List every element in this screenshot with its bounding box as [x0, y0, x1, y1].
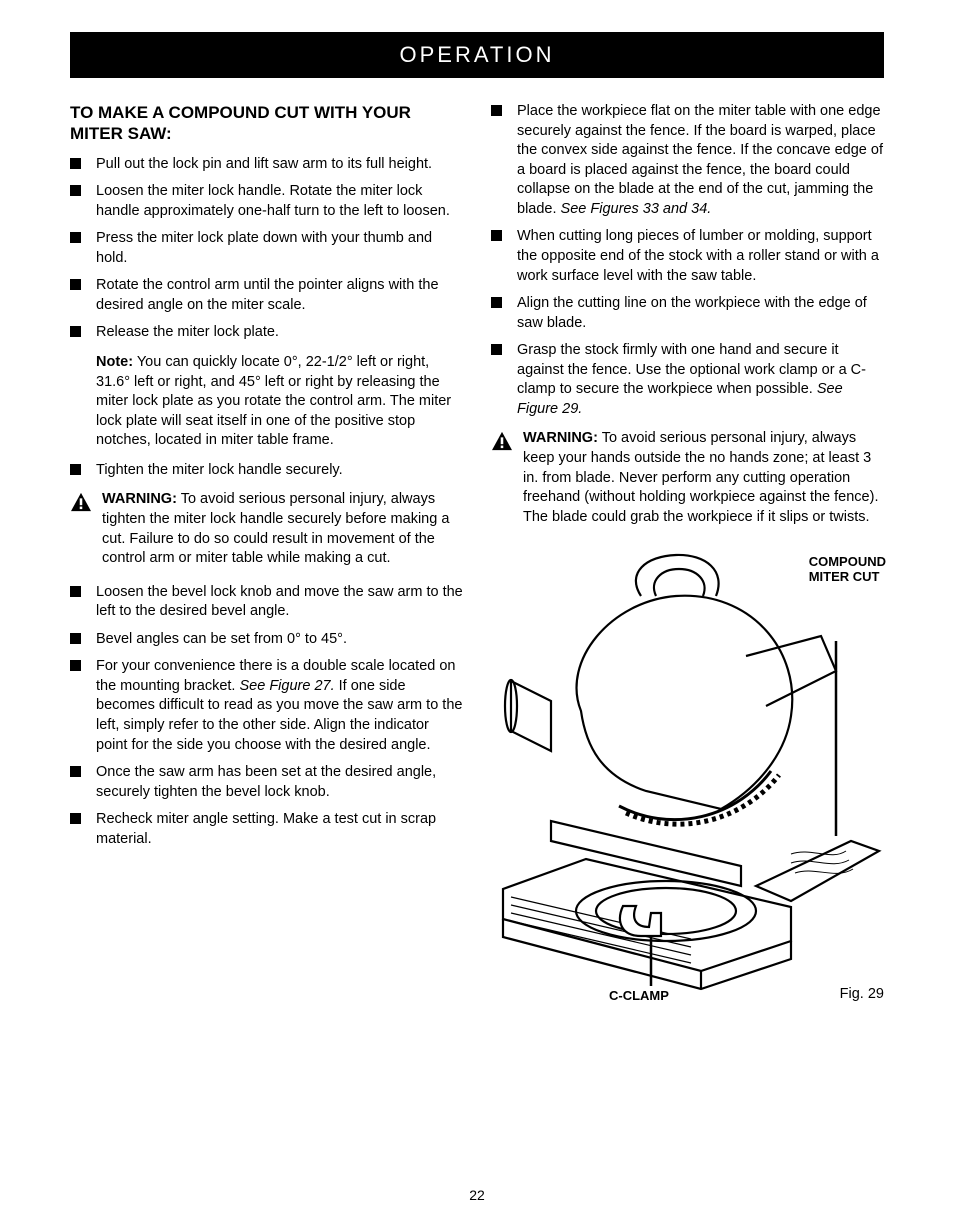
left-bullets-a: Pull out the lock pin and lift saw arm t…: [70, 155, 463, 344]
note-text: You can quickly locate 0°, 22-1/2° left …: [96, 354, 451, 448]
warning-block-left: WARNING: To avoid serious personal injur…: [70, 490, 463, 568]
list-item: Loosen the miter lock handle. Rotate the…: [70, 182, 463, 221]
figure-label-cclamp: C-CLAMP: [609, 989, 669, 1004]
list-item: Press the miter lock plate down with you…: [70, 229, 463, 268]
note-block: Note: You can quickly locate 0°, 22-1/2°…: [70, 353, 463, 451]
list-item: Pull out the lock pin and lift saw arm t…: [70, 155, 463, 175]
list-item: Place the workpiece flat on the miter ta…: [491, 102, 884, 219]
list-item: Loosen the bevel lock knob and move the …: [70, 583, 463, 622]
list-item-em: See Figure 27.: [239, 678, 334, 694]
figure-29: COMPOUND MITER CUT C-CLAMP Fig. 29: [491, 541, 884, 1006]
list-item: Recheck miter angle setting. Make a test…: [70, 810, 463, 849]
left-bullets-b: Tighten the miter lock handle securely.: [70, 461, 463, 481]
warning-label: WARNING:: [523, 430, 598, 446]
list-item: For your convenience there is a double s…: [70, 657, 463, 755]
list-item: Release the miter lock plate.: [70, 323, 463, 343]
left-column: TO MAKE A COMPOUND CUT WITH YOUR MITER S…: [70, 102, 463, 1006]
section-header-bar: OPERATION: [70, 32, 884, 78]
warning-block-right: WARNING: To avoid serious personal injur…: [491, 429, 884, 527]
miter-saw-illustration: [491, 541, 886, 1001]
list-item: Tighten the miter lock handle securely.: [70, 461, 463, 481]
section-header-title: OPERATION: [400, 42, 555, 67]
right-bullets: Place the workpiece flat on the miter ta…: [491, 102, 884, 419]
list-item: When cutting long pieces of lumber or mo…: [491, 227, 884, 286]
note-label: Note:: [96, 354, 133, 370]
list-item-pre: Place the workpiece flat on the miter ta…: [517, 103, 883, 217]
figure-caption: Fig. 29: [840, 986, 884, 1002]
left-heading: TO MAKE A COMPOUND CUT WITH YOUR MITER S…: [70, 102, 463, 145]
list-item: Align the cutting line on the workpiece …: [491, 294, 884, 333]
right-column: Place the workpiece flat on the miter ta…: [491, 102, 884, 1006]
list-item: Rotate the control arm until the pointer…: [70, 276, 463, 315]
list-item: Grasp the stock firmly with one hand and…: [491, 341, 884, 419]
page-number: 22: [0, 1187, 954, 1203]
list-item-em: See Figures 33 and 34.: [561, 201, 712, 217]
list-item: Once the saw arm has been set at the des…: [70, 763, 463, 802]
figure-label-compound: COMPOUND MITER CUT: [809, 555, 886, 585]
list-item-pre: Grasp the stock firmly with one hand and…: [517, 342, 866, 397]
warning-label: WARNING:: [102, 491, 177, 507]
warning-triangle-icon: [491, 431, 513, 451]
warning-triangle-icon: [70, 492, 92, 512]
list-item: Bevel angles can be set from 0° to 45°.: [70, 630, 463, 650]
content-columns: TO MAKE A COMPOUND CUT WITH YOUR MITER S…: [70, 102, 884, 1006]
left-bullets-c: Loosen the bevel lock knob and move the …: [70, 583, 463, 850]
